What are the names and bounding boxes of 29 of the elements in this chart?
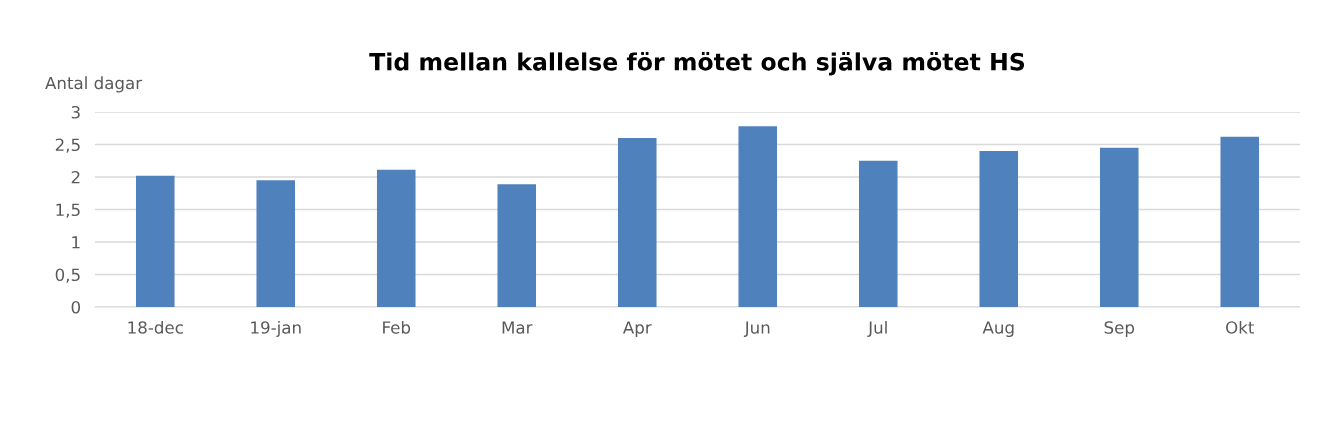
bar: [1099, 147, 1139, 307]
x-tick-label: Mar: [502, 321, 533, 334]
x-tick-label: Aug: [982, 321, 1014, 338]
y-axis-title: Antal dagar: [45, 76, 143, 93]
x-tick-label: Jul: [867, 320, 887, 337]
x-tick-label: 19-jan: [251, 320, 301, 338]
y-tick-label: 1,5: [56, 203, 80, 218]
bar: [256, 180, 296, 307]
bar: [858, 160, 898, 307]
y-tick-label: 3: [71, 105, 80, 119]
bar: [979, 151, 1019, 307]
x-tick-label: Apr: [622, 321, 652, 338]
x-tick-label: Okt: [1226, 320, 1254, 334]
y-tick-label: 1: [72, 236, 80, 249]
x-tick-label: Feb: [383, 320, 411, 334]
y-tick-label: 2,5: [55, 138, 80, 153]
bar: [617, 138, 657, 307]
bar: [376, 169, 416, 307]
chart-title: Tid mellan kallelse för mötet och själva mötet HS: [369, 52, 1025, 76]
bar: [135, 175, 175, 307]
bar: [738, 126, 778, 307]
bar: [1220, 136, 1260, 307]
y-tick-label: 0,5: [55, 268, 80, 283]
y-tick-label: 2: [71, 170, 80, 184]
x-tick-label: Sep: [1104, 321, 1135, 338]
x-tick-label: Jun: [743, 321, 770, 337]
y-tick-label: 0: [71, 300, 80, 314]
x-tick-label: 18-dec: [128, 320, 183, 334]
bar: [497, 184, 537, 307]
